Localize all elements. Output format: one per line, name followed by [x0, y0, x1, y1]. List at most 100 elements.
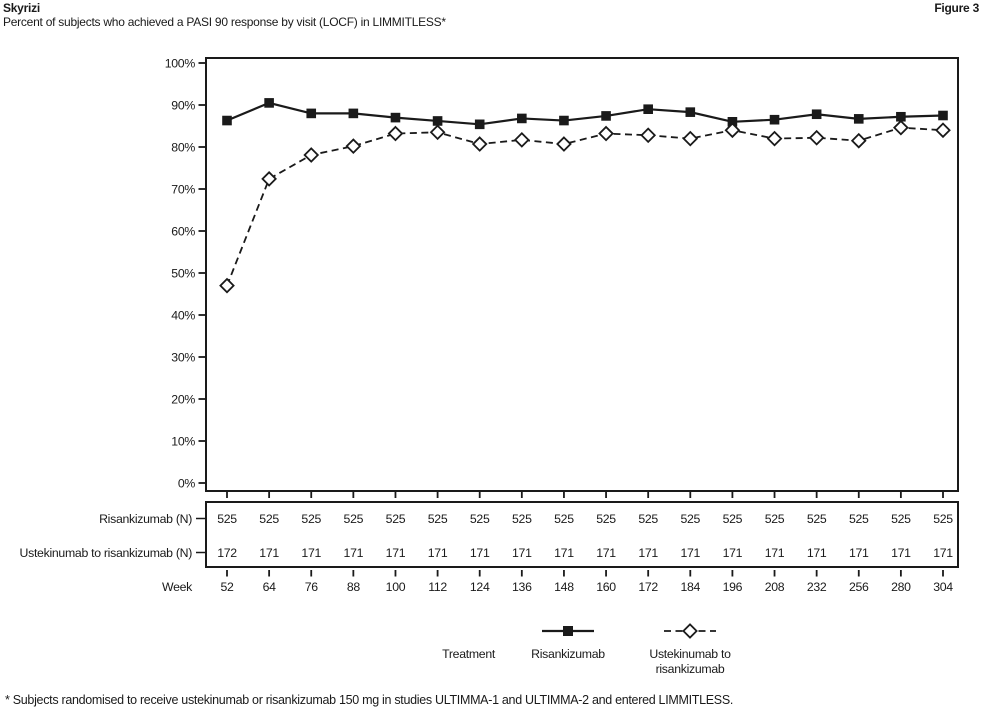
n-value: 172	[217, 546, 237, 560]
ustekinumab-marker	[724, 122, 741, 139]
week-label: 100	[386, 580, 406, 594]
ustekinumab-marker	[219, 277, 235, 294]
week-label: 304	[933, 580, 953, 594]
y-tick-label: 10%	[171, 434, 195, 448]
n-value: 525	[849, 512, 869, 526]
risankizumab-marker	[601, 111, 611, 121]
week-label: 232	[807, 580, 827, 594]
ustekinumab-marker	[556, 136, 572, 152]
n-value: 525	[638, 512, 658, 526]
week-label: 76	[305, 580, 319, 594]
risankizumab-marker	[517, 113, 527, 124]
y-tick-label: 50%	[171, 266, 195, 280]
n-value: 525	[807, 512, 827, 526]
y-tick-label: 60%	[171, 224, 195, 238]
n-value: 525	[765, 512, 785, 526]
footnote: * Subjects randomised to receive ustekin…	[5, 693, 734, 707]
figure-subtitle: Percent of subjects who achieved a PASI …	[3, 15, 446, 29]
risankizumab-marker	[390, 112, 401, 123]
week-label: 208	[765, 580, 785, 594]
y-tick-label: 0%	[178, 476, 196, 490]
risankizumab-marker	[769, 114, 780, 125]
n-value: 171	[596, 546, 616, 560]
week-label: 112	[428, 580, 447, 594]
n-value: 525	[596, 512, 616, 526]
risankizumab-marker	[432, 116, 443, 126]
n-table-row-label: Risankizumab (N)	[99, 512, 192, 526]
ustekinumab-marker	[387, 125, 404, 142]
risankizumab-marker	[559, 115, 569, 126]
ustekinumab-marker	[893, 119, 909, 136]
risankizumab-marker	[264, 98, 274, 108]
n-value: 171	[344, 546, 364, 560]
n-value: 171	[933, 546, 953, 560]
week-label: 160	[596, 580, 616, 594]
ustekinumab-marker	[429, 124, 446, 141]
n-value: 525	[217, 512, 237, 526]
n-value: 525	[344, 512, 364, 526]
risankizumab-marker	[306, 108, 317, 119]
n-value: 171	[301, 546, 321, 560]
n-value: 171	[680, 546, 700, 560]
risankizumab-marker	[811, 109, 822, 120]
figure-number: Figure 3	[934, 1, 979, 15]
legend-item-ustekinumab-label-line2: risankizumab	[656, 662, 725, 676]
y-tick-label: 20%	[171, 392, 195, 406]
risankizumab-marker	[938, 110, 948, 121]
week-label: 196	[723, 580, 743, 594]
week-label: 52	[220, 580, 234, 594]
product-title: Skyrizi	[3, 1, 40, 15]
n-value: 171	[723, 546, 743, 560]
ustekinumab-marker	[682, 130, 699, 147]
y-tick-label: 40%	[171, 308, 195, 322]
n-value: 171	[428, 546, 448, 560]
week-label: 64	[263, 580, 277, 594]
n-value: 171	[554, 546, 574, 560]
y-tick-label: 70%	[171, 182, 195, 196]
ustekinumab-marker	[303, 147, 320, 163]
ustekinumab-marker	[513, 131, 530, 148]
n-value: 525	[891, 512, 911, 526]
y-tick-label: 90%	[171, 98, 195, 112]
n-value: 171	[470, 546, 490, 560]
ustekinumab-marker	[345, 138, 362, 155]
ustekinumab-marker	[766, 130, 783, 147]
n-value: 525	[554, 512, 574, 526]
n-value: 171	[259, 546, 279, 560]
n-value: 525	[386, 512, 406, 526]
risankizumab-marker	[474, 119, 485, 130]
n-value: 525	[512, 512, 532, 526]
n-value: 171	[512, 546, 532, 560]
week-label: 172	[638, 580, 658, 594]
n-value: 525	[428, 512, 448, 526]
week-label: 136	[512, 580, 532, 594]
ustekinumab-marker	[598, 125, 614, 142]
risankizumab-marker	[685, 107, 696, 117]
n-value: 171	[638, 546, 658, 560]
risankizumab-marker	[853, 114, 864, 124]
y-tick-label: 80%	[171, 140, 195, 154]
risankizumab-marker	[348, 108, 359, 119]
n-value: 525	[933, 512, 953, 526]
ustekinumab-marker	[808, 129, 825, 146]
n-table-row-label: Ustekinumab to risankizumab (N)	[20, 546, 193, 560]
n-value: 171	[849, 546, 869, 560]
ustekinumab-marker	[261, 171, 277, 187]
ustekinumab-marker	[935, 122, 951, 139]
y-tick-label: 30%	[171, 350, 195, 364]
ustekinumab-series-line	[226, 126, 944, 286]
week-axis-label: Week	[162, 580, 193, 594]
n-value: 171	[386, 546, 406, 560]
risankizumab-series-line	[226, 101, 944, 126]
risankizumab-marker	[643, 104, 653, 114]
ustekinumab-marker	[640, 127, 657, 144]
week-label: 280	[891, 580, 911, 594]
n-table-box	[205, 501, 959, 568]
plot-frame	[205, 57, 959, 492]
n-value: 525	[470, 512, 490, 526]
week-label: 256	[849, 580, 869, 594]
y-tick-label: 100%	[165, 56, 196, 70]
week-label: 124	[470, 580, 490, 594]
